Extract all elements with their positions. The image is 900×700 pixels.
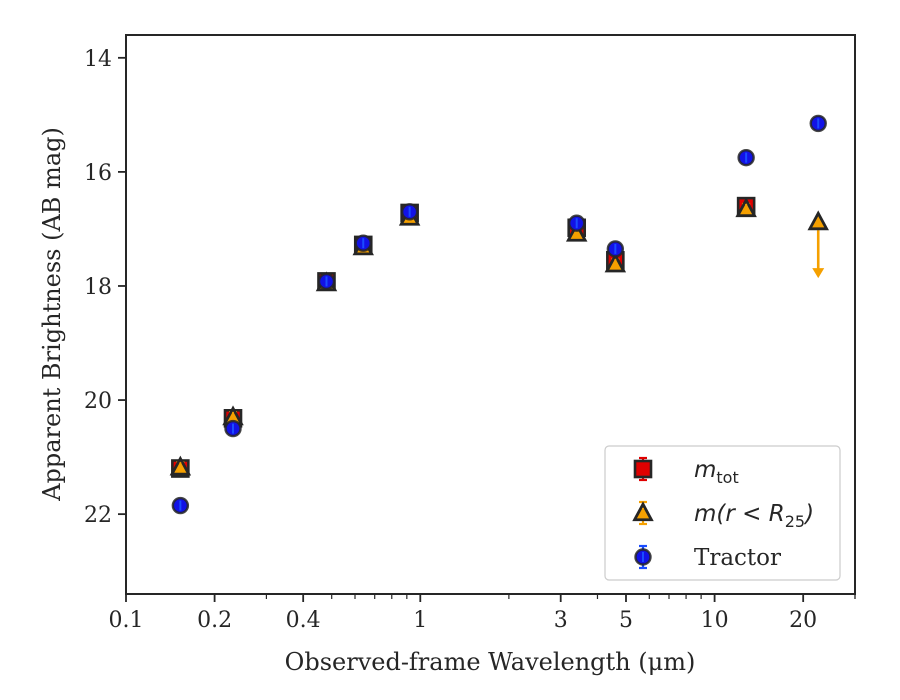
series-square: [171, 196, 756, 478]
y-axis: 14 16 18 20 22: [84, 47, 126, 528]
y-tick-label: 22: [84, 503, 112, 528]
upper-limit-arrow-head: [812, 268, 825, 279]
x-tick-label: 1: [413, 608, 427, 633]
x-axis-title: Observed-frame Wavelength (μm): [285, 648, 696, 676]
y-tick-label: 14: [84, 47, 112, 72]
x-axis: 0.1 0.2 0.4 1 3 5 10 20: [109, 594, 856, 633]
legend: mtot m(r < R25) Tractor: [604, 445, 841, 581]
data-marks: [169, 114, 829, 515]
x-tick-label: 0.2: [197, 608, 232, 633]
y-tick-label: 16: [84, 161, 112, 186]
series-triangle: [169, 197, 829, 476]
legend-label: mtot: [694, 457, 739, 487]
y-axis-title: Apparent Brightness (AB mag): [38, 127, 66, 502]
plot-frame: [125, 34, 856, 595]
x-tick-label: 5: [619, 608, 633, 633]
x-tick-label: 0.1: [109, 608, 144, 633]
x-tick-label: 10: [701, 608, 729, 633]
legend-label: Tractor: [694, 545, 781, 571]
y-tick-label: 18: [84, 275, 112, 300]
legend-label: m(r < R25): [694, 501, 814, 531]
x-tick-label: 0.4: [286, 608, 321, 633]
x-tick-label: 3: [554, 608, 568, 633]
y-tick-label: 20: [84, 389, 112, 414]
legend-box: [604, 445, 841, 581]
x-tick-label: 20: [789, 608, 817, 633]
data-point: [807, 210, 829, 231]
series-circle: [171, 114, 827, 515]
